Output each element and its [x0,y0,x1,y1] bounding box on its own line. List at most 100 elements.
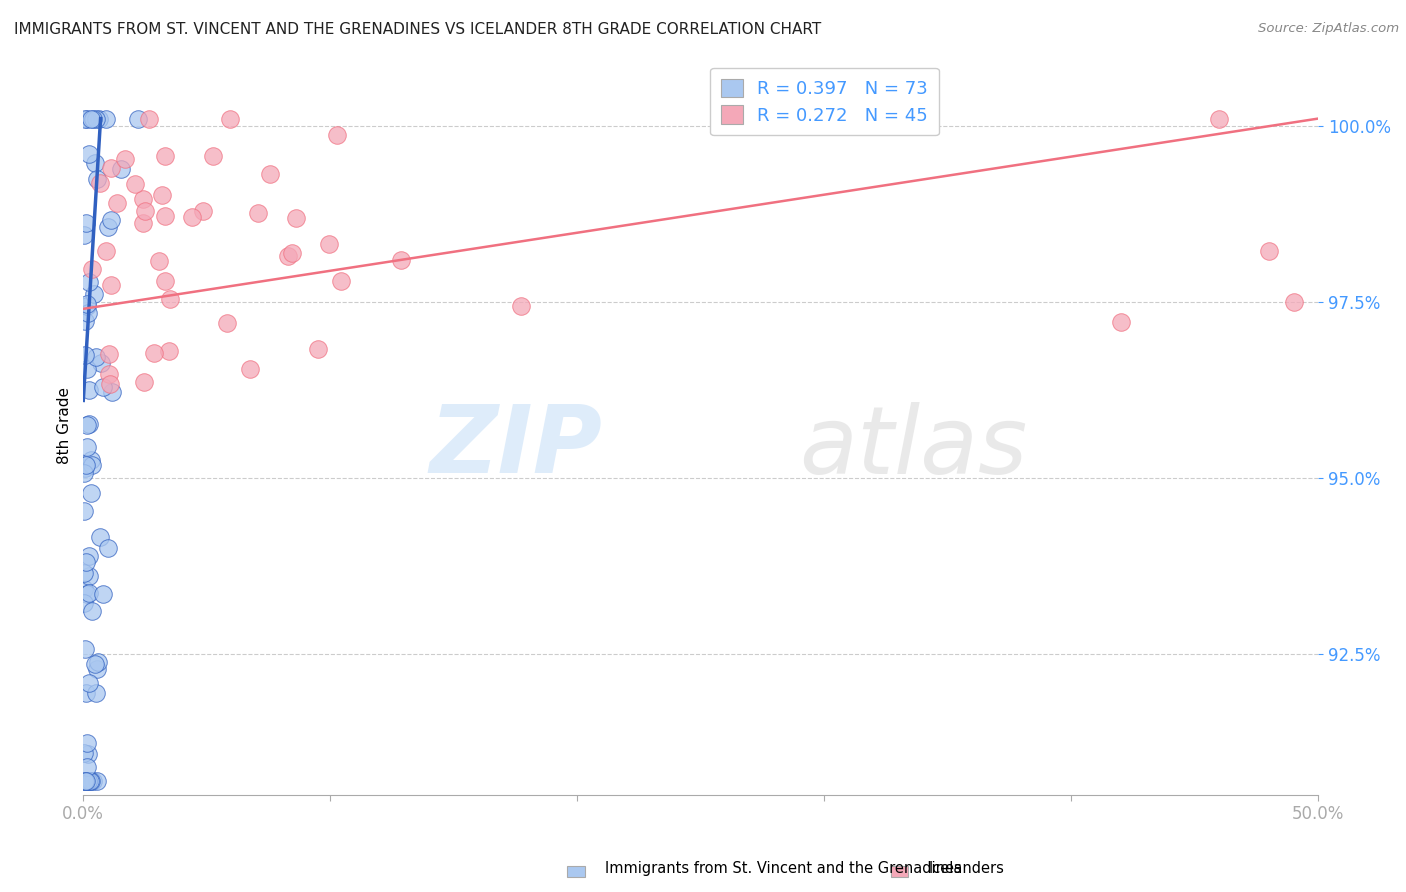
Point [100,161,122,175]
Point [97,220,120,235]
Text: Immigrants from St. Vincent and the Grenadines: Immigrants from St. Vincent and the Gren… [605,862,962,876]
Y-axis label: 8th Grade: 8th Grade [58,386,72,464]
Point [76,362,98,376]
Legend: R = 0.397   N = 73, R = 0.272   N = 45: R = 0.397 N = 73, R = 0.272 N = 45 [710,68,939,136]
Point [76,417,98,432]
Point [134,203,156,218]
Point [82,774,104,789]
Point [76,774,98,789]
Point [80,458,103,472]
Point [77,773,100,788]
Point [76,112,98,126]
Point [132,215,155,229]
Point [75,774,97,789]
Point [100,213,122,227]
Text: Source: ZipAtlas.com: Source: ZipAtlas.com [1258,22,1399,36]
Point [76,306,98,320]
Point [259,167,281,181]
Point [281,246,304,260]
Point [76,759,98,773]
Point [77,417,100,432]
Point [153,209,176,223]
Point [75,215,97,229]
Point [73,227,96,242]
Point [91,587,114,601]
Point [75,314,97,328]
Text: atlas: atlas [800,401,1028,492]
Point [80,262,103,277]
Text: Icelanders: Icelanders [928,862,1004,876]
Point [77,147,100,161]
Point [94,112,117,126]
Point [86,662,108,676]
Point [73,582,96,596]
Point [98,368,121,382]
Point [75,458,97,473]
Point [105,196,128,211]
Point [90,355,112,369]
Point [73,466,96,480]
Point [77,549,100,564]
Point [191,203,214,218]
Point [87,655,110,669]
Point [80,604,103,618]
Point [157,344,180,359]
Point [307,342,329,356]
Point [277,249,299,263]
Point [153,148,176,162]
Point [180,210,202,224]
Point [75,112,97,126]
Point [101,385,124,400]
Point [89,177,111,191]
Point [1282,294,1305,309]
Point [127,112,149,126]
Point [510,299,533,313]
Point [1208,112,1230,126]
Point [246,206,269,220]
Point [75,686,97,700]
Point [73,774,96,789]
Point [142,345,165,359]
Point [83,657,105,671]
Point [239,361,262,376]
Point [80,486,103,500]
Point [73,566,96,581]
Point [134,375,156,389]
Point [77,675,100,690]
Point [318,237,340,252]
Point [1257,244,1279,259]
Point [285,211,308,225]
Point [76,736,98,750]
Point [150,187,173,202]
Point [326,128,349,142]
Point [132,192,155,206]
Point [76,587,98,601]
Point [76,299,98,313]
Point [202,149,225,163]
Point [80,453,103,467]
Point [80,112,103,126]
Point [75,554,97,568]
Point [86,774,108,789]
Point [114,153,136,167]
Point [217,316,239,330]
Point [76,774,98,789]
Point [77,569,100,583]
Point [84,112,107,126]
Point [124,177,146,191]
Text: ZIP: ZIP [429,401,602,493]
Point [77,383,100,397]
Point [330,274,353,288]
Point [84,350,107,364]
Point [97,347,120,361]
Point [73,774,96,789]
Point [391,252,413,267]
Point [87,112,110,126]
Point [97,541,120,555]
Point [100,277,122,292]
Point [1109,316,1132,330]
Point [76,440,98,454]
Point [77,586,100,600]
Point [76,297,98,311]
Text: IMMIGRANTS FROM ST. VINCENT AND THE GRENADINES VS ICELANDER 8TH GRADE CORRELATIO: IMMIGRANTS FROM ST. VINCENT AND THE GREN… [14,22,821,37]
